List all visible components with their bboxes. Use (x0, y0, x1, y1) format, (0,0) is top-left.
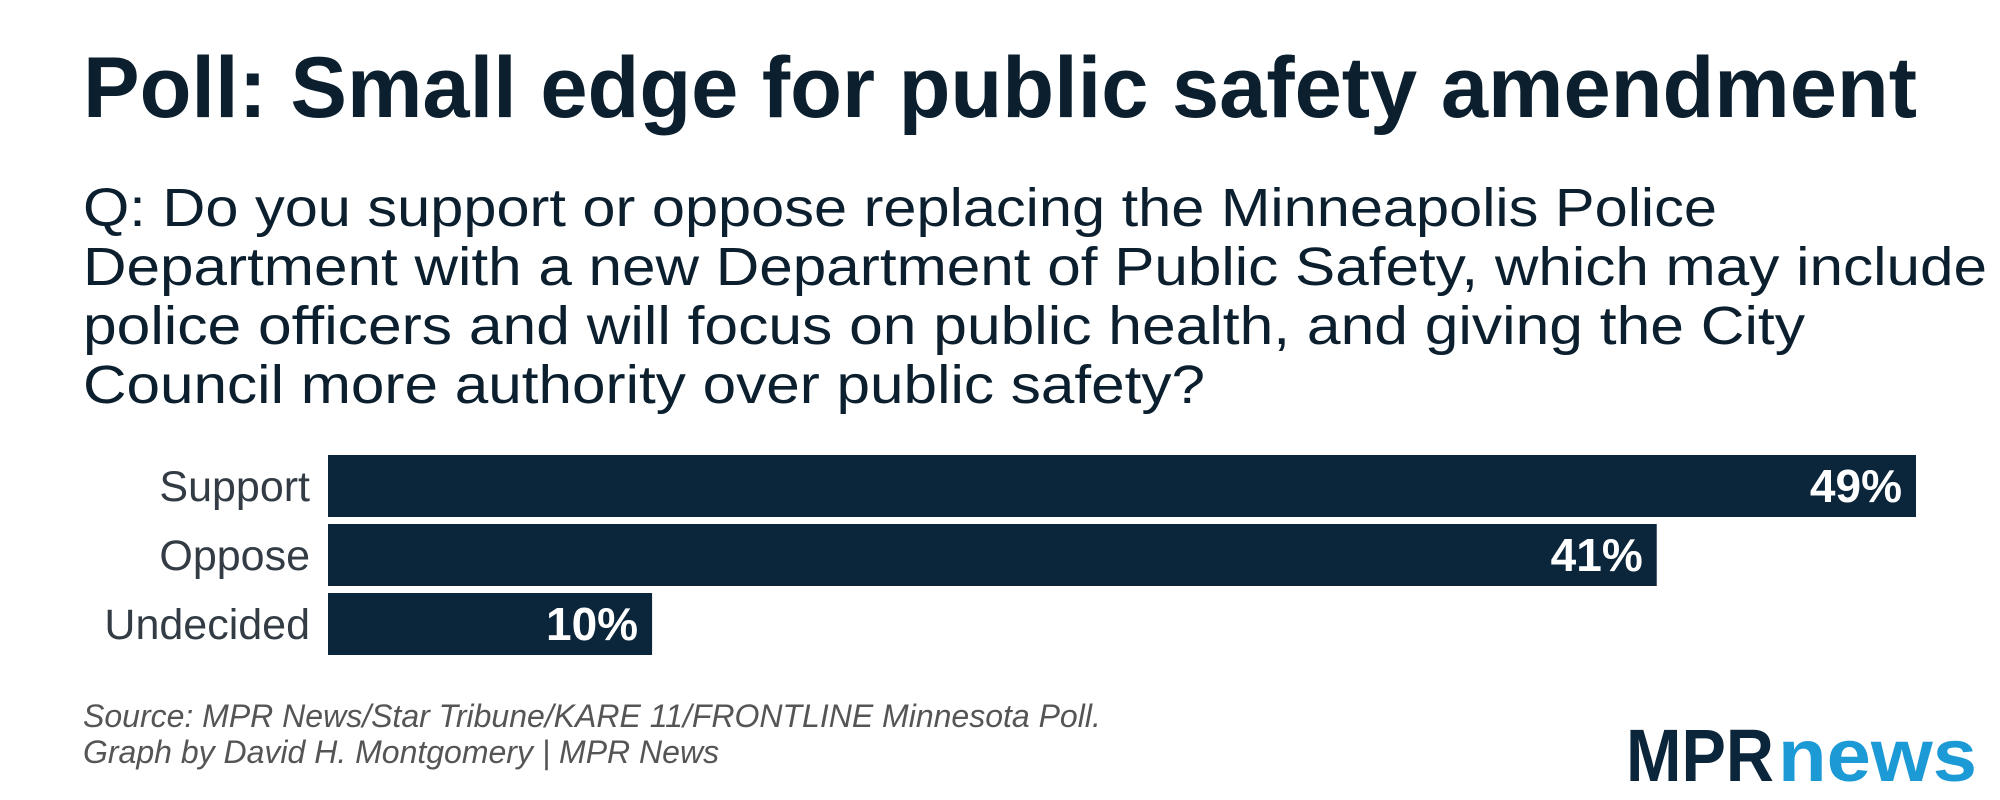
chart-title: Poll: Small edge for public safety amend… (83, 40, 1917, 136)
source-line: Graph by David H. Montgomery | MPR News (83, 734, 719, 770)
category-label: Oppose (159, 532, 310, 580)
category-label: Support (159, 463, 310, 511)
subtitle-line: Council more authority over public safet… (83, 355, 1205, 415)
source-line: Source: MPR News/Star Tribune/KARE 11/FR… (83, 698, 1101, 734)
category-label: Undecided (104, 601, 310, 649)
subtitle-line: Department with a new Department of Publ… (83, 237, 1987, 297)
value-label: 41% (1551, 529, 1643, 581)
value-label: 10% (546, 598, 638, 650)
bar (328, 524, 1657, 586)
subtitle-line: police officers and will focus on public… (83, 296, 1805, 356)
subtitle-line: Q: Do you support or oppose replacing th… (83, 178, 1717, 238)
logo-news: news (1778, 714, 1977, 797)
bar (328, 455, 1916, 517)
value-label: 49% (1810, 460, 1902, 512)
logo-mpr: MPR (1626, 714, 1774, 797)
bar (328, 593, 653, 655)
